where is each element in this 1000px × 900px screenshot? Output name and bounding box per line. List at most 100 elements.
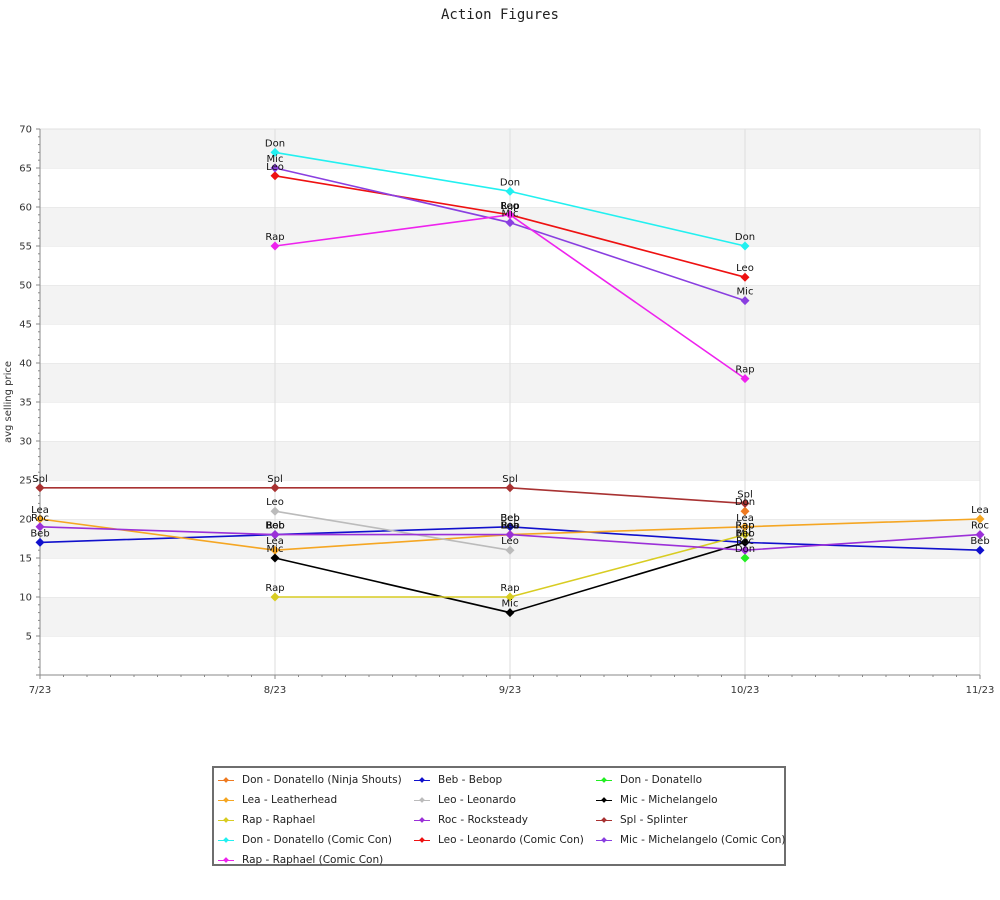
legend-label: Mic - Michelangelo: [620, 794, 718, 806]
legend-swatch: [218, 855, 234, 865]
data-label: Roc: [31, 513, 49, 524]
data-point: [975, 530, 985, 540]
data-label: Don: [500, 177, 520, 188]
data-point: [740, 545, 750, 555]
y-tick-label: 50: [19, 281, 32, 292]
legend-swatch: [414, 795, 430, 805]
data-label: Leo: [501, 201, 519, 212]
data-label: Spl: [502, 474, 517, 485]
series-line: [274, 510, 511, 551]
data-label: Rap: [265, 232, 284, 243]
data-label: Beb: [500, 513, 519, 524]
data-point: [270, 506, 280, 516]
y-tick-label: 10: [19, 593, 32, 604]
legend-item: Beb - Bebop: [414, 771, 502, 789]
data-label: Lea: [31, 505, 49, 516]
data-point: [505, 592, 515, 602]
y-tick-label: 45: [19, 320, 32, 331]
legend-item: Rap - Raphael (Comic Con): [218, 851, 383, 869]
y-tick-label: 40: [19, 359, 32, 370]
data-label: Leo: [266, 162, 284, 173]
legend-label: Rap - Raphael (Comic Con): [242, 854, 384, 866]
legend-swatch: [596, 775, 612, 785]
data-point: [740, 241, 750, 251]
legend-item: Leo - Leonardo (Comic Con): [414, 831, 584, 849]
legend-item: Leo - Leonardo: [414, 791, 516, 809]
data-point: [505, 483, 515, 493]
data-label: Spl: [737, 489, 752, 500]
y-tick-label: 65: [19, 164, 32, 175]
data-label: Mic: [267, 544, 284, 555]
data-label: Lea: [266, 536, 284, 547]
data-point: [740, 506, 750, 516]
data-label: Beb: [30, 528, 49, 539]
data-point: [270, 545, 280, 555]
legend-label: Mic - Michelangelo (Comic Con): [620, 834, 786, 846]
legend-swatch: [218, 815, 234, 825]
data-label: Roc: [266, 521, 284, 532]
legend-swatch: [414, 775, 430, 785]
data-label: Roc: [736, 536, 754, 547]
data-point: [35, 514, 45, 524]
data-label: Beb: [970, 536, 989, 547]
legend-item: Mic - Michelangelo: [596, 791, 718, 809]
data-label: Mic: [502, 599, 519, 610]
data-label: Leo: [736, 263, 754, 274]
series-points: [35, 147, 985, 618]
data-label: Don: [735, 232, 755, 243]
legend-swatch: [596, 815, 612, 825]
data-label: Mic: [737, 528, 754, 539]
legend-label: Leo - Leonardo: [438, 794, 516, 806]
data-point: [270, 241, 280, 251]
data-point: [505, 210, 515, 220]
data-point: [740, 530, 750, 540]
data-label: Rap: [500, 583, 519, 594]
legend-item: Spl - Splinter: [596, 811, 687, 829]
legend-swatch: [596, 835, 612, 845]
series-line: [40, 487, 746, 505]
point-labels: DonBebBebBebBebBebDonLeaLeaLeaLeaLeaLeoL…: [30, 138, 989, 609]
y-tick-label: 5: [26, 632, 32, 643]
legend-item: Rap - Raphael: [218, 811, 315, 829]
data-point: [740, 374, 750, 384]
data-point: [270, 553, 280, 563]
x-tick-label: 9/23: [499, 685, 521, 696]
y-axis-ticks: 5 10 15 20 25 30 35 40 45 50 55 60 65 70: [19, 125, 32, 643]
data-label: Leo: [266, 497, 284, 508]
y-tick-label: 60: [19, 203, 32, 214]
data-label: Don: [735, 544, 755, 555]
data-label: Rap: [735, 365, 754, 376]
data-point: [740, 537, 750, 547]
data-point: [740, 296, 750, 306]
data-point: [270, 483, 280, 493]
legend-label: Beb - Bebop: [438, 774, 503, 786]
data-label: Rap: [735, 521, 754, 532]
data-point: [505, 522, 515, 532]
data-label: Mic: [502, 209, 519, 220]
legend-label: Don - Donatello (Comic Con): [242, 834, 393, 846]
data-label: Rap: [500, 201, 519, 212]
legend-swatch: [218, 775, 234, 785]
data-label: Beb: [265, 521, 284, 532]
data-label: Spl: [32, 474, 47, 485]
data-point: [270, 592, 280, 602]
data-label: Lea: [736, 513, 754, 524]
data-label: Spl: [267, 474, 282, 485]
data-label: Beb: [500, 521, 519, 532]
legend-item: Don - Donatello: [596, 771, 702, 789]
legend-label: Spl - Splinter: [620, 814, 688, 826]
data-point: [975, 514, 985, 524]
legend-item: Don - Donatello (Ninja Shouts): [218, 771, 402, 789]
data-label: Rap: [500, 201, 519, 212]
legend-label: Don - Donatello (Ninja Shouts): [242, 774, 402, 786]
data-label: Lea: [501, 521, 519, 532]
data-label: Beb: [735, 528, 754, 539]
data-point: [505, 186, 515, 196]
y-tick-label: 20: [19, 515, 32, 526]
data-point: [505, 608, 515, 618]
data-point: [270, 163, 280, 173]
data-point: [270, 147, 280, 157]
x-tick-label: 7/23: [29, 685, 51, 696]
data-label: Roc: [971, 521, 989, 532]
